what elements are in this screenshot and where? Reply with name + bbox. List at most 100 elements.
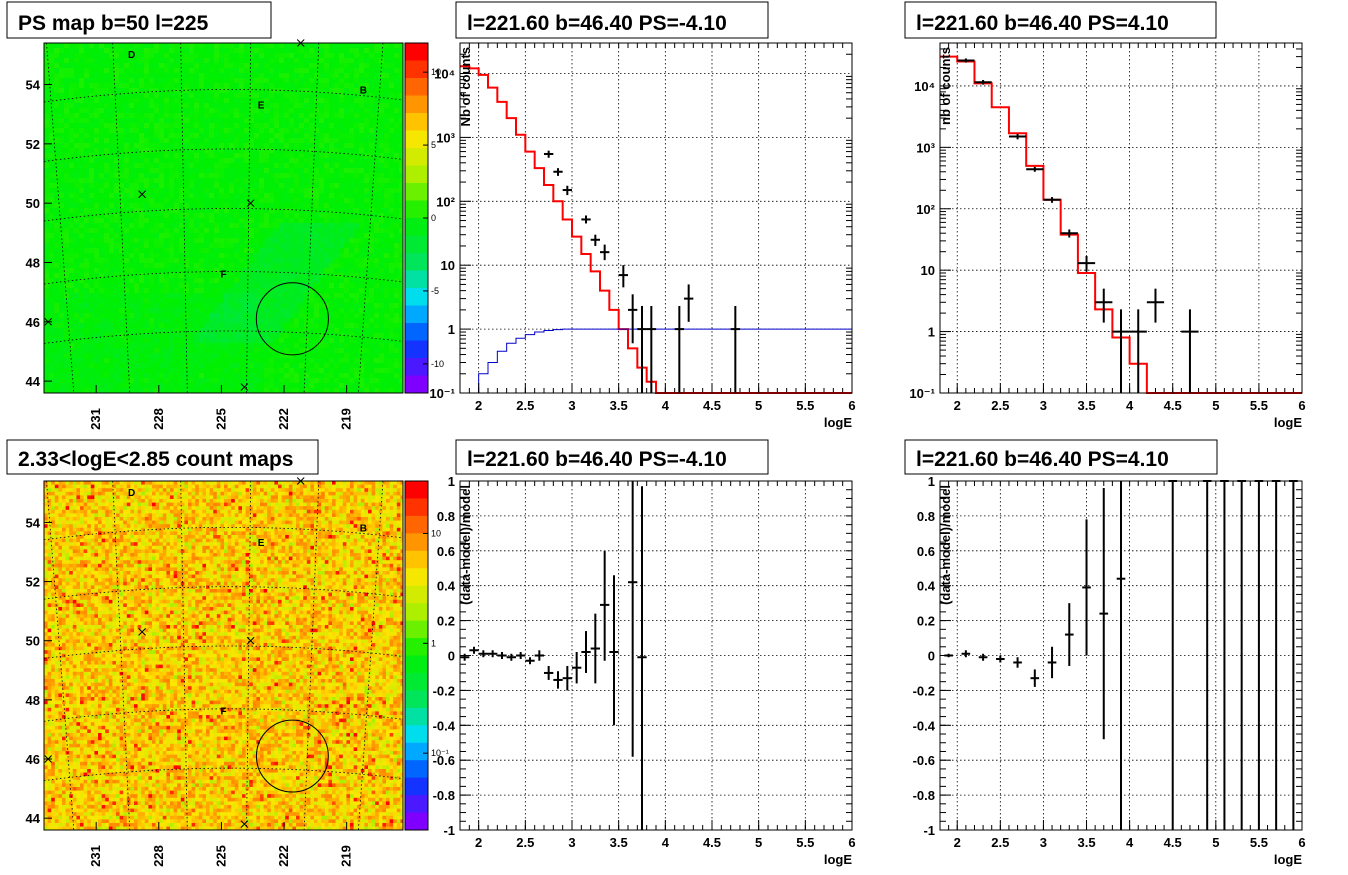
colorbar-tick-label: 1: [431, 638, 436, 648]
spectrum_neg-frame: [459, 42, 853, 394]
x-tick-label: 6: [848, 398, 855, 413]
x-tick-label: 4: [662, 398, 670, 413]
x-tick-label: 4: [662, 835, 670, 850]
colorbar-segment: [405, 777, 428, 796]
x-tick-label: 4: [1126, 835, 1134, 850]
y-tick-label: 10²: [916, 202, 935, 217]
spectrum_pos-title-frame: [904, 1, 1217, 39]
x-tick-label: 222: [276, 408, 291, 430]
data-point: [460, 653, 470, 661]
latitude-line: [43, 330, 404, 344]
x-tick-label: 3: [568, 835, 575, 850]
x-tick-label: 6: [1298, 835, 1305, 850]
colorbar-tick-label: 5: [431, 140, 436, 150]
y-tick-label: 0.2: [437, 614, 455, 629]
y-tick-label: 1: [448, 474, 455, 489]
x-tick-label: 5: [755, 835, 762, 850]
colorbar-segment: [405, 148, 428, 166]
data-point: [730, 305, 740, 393]
spectrum_pos-points: [957, 58, 1199, 393]
y-tick-label: -0.8: [433, 788, 455, 803]
count_map-title-frame: [6, 439, 319, 475]
y-tick-label: 0.2: [917, 614, 935, 629]
data-point: [1129, 309, 1147, 393]
x-tick-label: 4: [1126, 398, 1134, 413]
y-tick-label: 10⁴: [434, 66, 455, 81]
y-tick-label: -0.8: [913, 788, 935, 803]
colorbar-segment: [405, 375, 428, 394]
source-circle: [255, 282, 329, 356]
count_map-colorbar: 10 1 10⁻¹: [404, 480, 449, 831]
x-tick-label: 225: [213, 408, 228, 430]
y-tick-label: 0: [928, 649, 935, 664]
data-point: [1082, 519, 1091, 656]
x-tick-label: 3.5: [1077, 398, 1095, 413]
x-tick-label: 2: [475, 835, 482, 850]
data-point: [609, 575, 619, 726]
latitude-line: [43, 586, 404, 600]
data-point: [618, 265, 628, 288]
spectrum_neg-grid: [460, 43, 853, 394]
x-tick-label: 6: [1298, 398, 1305, 413]
x-tick-label: 2: [954, 398, 961, 413]
x-tick-label: 2: [954, 835, 961, 850]
data-point: [469, 646, 479, 654]
colorbar-segment: [405, 481, 428, 499]
y-tick-label: -1: [923, 823, 935, 838]
latitude-line: [43, 208, 404, 222]
y-tick-label: -0.4: [433, 718, 456, 733]
colorbar-segment: [405, 323, 428, 341]
source-label: B: [360, 85, 367, 96]
x-tick-label: 2.5: [516, 398, 534, 413]
x-tick-label: 2: [475, 398, 482, 413]
series-line: [460, 65, 852, 394]
colorbar-segment: [405, 795, 428, 814]
y-tick-label: 10²: [436, 194, 455, 209]
longitude-line: [46, 42, 75, 394]
y-tick-label: 0.6: [917, 544, 935, 559]
y-tick-label: 10: [921, 263, 935, 278]
data-point: [600, 550, 610, 661]
colorbar-segment: [405, 707, 428, 726]
spectrum_neg-title: l=221.60 b=46.40 PS=-4.10: [467, 12, 727, 35]
colorbar-segment: [405, 655, 428, 674]
colorbar-segment: [405, 253, 428, 271]
data-point: [506, 653, 516, 661]
ps_map-title-frame: [6, 1, 272, 39]
residual_neg-title: l=221.60 b=46.40 PS=-4.10: [467, 448, 727, 471]
data-point: [562, 665, 572, 691]
x-tick-label: 3.5: [610, 835, 628, 850]
colorbar-segment: [405, 270, 428, 289]
y-tick-label: 50: [26, 196, 40, 211]
x-tick-label: 6: [848, 835, 855, 850]
x-tick-label: 2.5: [991, 398, 1009, 413]
y-tick-label: 52: [26, 575, 40, 590]
data-point: [961, 650, 971, 658]
ps_map-frame: [43, 42, 404, 394]
x-tick-label: 228: [151, 845, 166, 867]
y-tick-label: 44: [26, 374, 41, 389]
source-label: E: [258, 100, 265, 111]
data-point: [1146, 288, 1165, 323]
x-axis-label: logE: [1274, 852, 1302, 867]
data-point: [1112, 309, 1130, 393]
y-tick-label: 10³: [916, 140, 935, 155]
data-point: [478, 650, 488, 658]
data-point: [525, 657, 535, 665]
y-axis-label: (data-model)/model: [938, 485, 953, 605]
source-label: B: [360, 523, 367, 534]
x-tick-label: 5.5: [796, 398, 814, 413]
x-tick-label: 219: [339, 408, 354, 430]
y-tick-label: -0.4: [913, 718, 936, 733]
colorbar-segment: [405, 498, 428, 517]
x-tick-label: 231: [88, 845, 103, 867]
count_map-cells: [44, 481, 404, 831]
x-axis-label: logE: [1274, 415, 1302, 430]
ps_map-graticule: [43, 42, 404, 394]
y-tick-label: 44: [26, 811, 41, 826]
data-point: [1116, 481, 1126, 830]
x-tick-label: 3: [1040, 835, 1047, 850]
y-axis-label: nb of counts: [938, 47, 953, 125]
spectrum_neg-title-box: l=221.60 b=46.40 PS=-4.10: [455, 1, 769, 39]
